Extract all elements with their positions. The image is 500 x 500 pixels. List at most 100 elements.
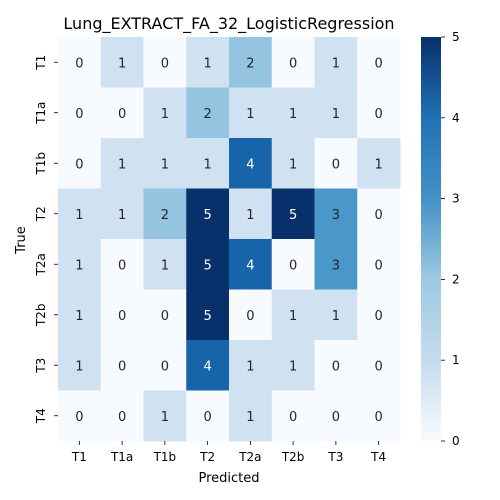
cell-value-label: 0 — [374, 410, 382, 425]
heatmap-cell — [271, 239, 315, 290]
cell-value-label: 1 — [203, 56, 211, 71]
cell-value-label: 0 — [203, 410, 211, 425]
x-axis-ticks: T1 T1a T1b T2 T2a T2b T3 T4 — [71, 441, 386, 464]
cell-value-label: 0 — [289, 410, 297, 425]
heatmap-cell — [314, 37, 358, 88]
cell-value-label: 1 — [75, 208, 83, 223]
x-tick-label: T3 — [327, 450, 343, 464]
cell-value-label: 3 — [332, 258, 340, 273]
cell-value-label: 1 — [332, 309, 340, 324]
heatmap-cell — [271, 188, 315, 240]
cell-value-label: 4 — [246, 157, 254, 172]
cell-value-label: 0 — [289, 258, 297, 273]
heatmap-cell — [100, 390, 144, 442]
heatmap-cell — [314, 87, 358, 139]
y-tick-label: T1a — [34, 102, 48, 125]
chart-title: Lung_EXTRACT_FA_32_LogisticRegression — [63, 14, 394, 34]
heatmap-cell — [143, 239, 187, 290]
heatmap-cell — [186, 188, 230, 240]
heatmap-cell — [357, 340, 401, 391]
x-tick-label: T2a — [238, 450, 261, 464]
heatmap-cell — [186, 87, 230, 139]
colorbar-ticks: 0 1 2 3 4 5 — [441, 30, 460, 448]
x-tick-label: T1b — [153, 450, 177, 464]
heatmap-cell — [271, 390, 315, 442]
heatmap-cell — [357, 138, 401, 189]
heatmap-cell — [271, 87, 315, 139]
heatmap-cells — [58, 37, 401, 442]
cell-value-label: 0 — [374, 56, 382, 71]
y-tick-label: T2b — [34, 303, 48, 327]
heatmap-cell — [271, 340, 315, 391]
heatmap-cell — [100, 239, 144, 290]
cell-value-label: 1 — [332, 107, 340, 122]
cell-value-label: 0 — [75, 56, 83, 71]
cell-value-label: 0 — [332, 359, 340, 374]
x-axis-label: Predicted — [198, 471, 259, 486]
cell-value-label: 0 — [289, 56, 297, 71]
heatmap-cell — [357, 239, 401, 290]
colorbar-tick-label: 0 — [452, 434, 460, 448]
x-tick-label: T2 — [199, 450, 215, 464]
heatmap-cell — [314, 390, 358, 442]
cell-value-label: 0 — [374, 258, 382, 273]
heatmap-cell — [58, 390, 102, 442]
cell-value-label: 1 — [75, 309, 83, 324]
cell-value-label: 2 — [246, 56, 254, 71]
heatmap-cell — [58, 289, 102, 341]
heatmap-cell — [100, 340, 144, 391]
cell-value-label: 4 — [246, 258, 254, 273]
cell-value-label: 0 — [118, 107, 126, 122]
y-tick-label: T1b — [34, 152, 48, 176]
heatmap-cell — [100, 87, 144, 139]
heatmap-cell — [143, 340, 187, 391]
heatmap-cell — [143, 289, 187, 341]
heatmap-cell — [314, 188, 358, 240]
heatmap-cell — [314, 340, 358, 391]
cell-value-label: 0 — [118, 359, 126, 374]
heatmap-cell — [143, 188, 187, 240]
heatmap-cell — [186, 340, 230, 391]
cell-value-label: 1 — [374, 157, 382, 172]
y-tick-label: T2 — [34, 206, 48, 222]
heatmap-cell — [229, 87, 273, 139]
heatmap-cell — [229, 289, 273, 341]
heatmap-cell — [186, 390, 230, 442]
cell-value-label: 0 — [161, 309, 169, 324]
cell-value-label: 0 — [374, 107, 382, 122]
cell-value-label: 1 — [289, 309, 297, 324]
colorbar-tick-label: 3 — [452, 192, 460, 206]
colorbar-tick-label: 1 — [452, 353, 460, 367]
heatmap-cell — [58, 37, 102, 88]
heatmap-cell — [143, 87, 187, 139]
heatmap-cell — [58, 188, 102, 240]
cell-value-label: 0 — [118, 258, 126, 273]
cell-value-label: 1 — [289, 359, 297, 374]
heatmap-cell — [229, 340, 273, 391]
cell-value-label: 5 — [289, 208, 297, 223]
heatmap-cell — [314, 138, 358, 189]
cell-value-label: 0 — [246, 309, 254, 324]
heatmap-cell — [186, 138, 230, 189]
cell-value-label: 5 — [203, 208, 211, 223]
heatmap-cell — [357, 37, 401, 88]
cell-value-label: 0 — [118, 309, 126, 324]
cell-value-label: 0 — [161, 359, 169, 374]
y-axis-ticks: T1 T1a T1b T2 T2a T2b T3 T4 — [34, 55, 58, 424]
cell-value-label: 1 — [118, 208, 126, 223]
heatmap-cell — [271, 289, 315, 341]
cell-value-label: 0 — [374, 208, 382, 223]
heatmap-cell — [229, 37, 273, 88]
heatmap-cell — [229, 188, 273, 240]
cell-value-label: 0 — [75, 157, 83, 172]
cell-value-label: 1 — [332, 56, 340, 71]
heatmap-cell — [58, 138, 102, 189]
heatmap-cell — [143, 390, 187, 442]
heatmap-cell — [58, 239, 102, 290]
cell-value-label: 1 — [118, 56, 126, 71]
cell-value-label: 0 — [332, 157, 340, 172]
y-tick-label: T2a — [34, 253, 48, 276]
cell-value-label: 0 — [161, 56, 169, 71]
cell-value-label: 3 — [332, 208, 340, 223]
